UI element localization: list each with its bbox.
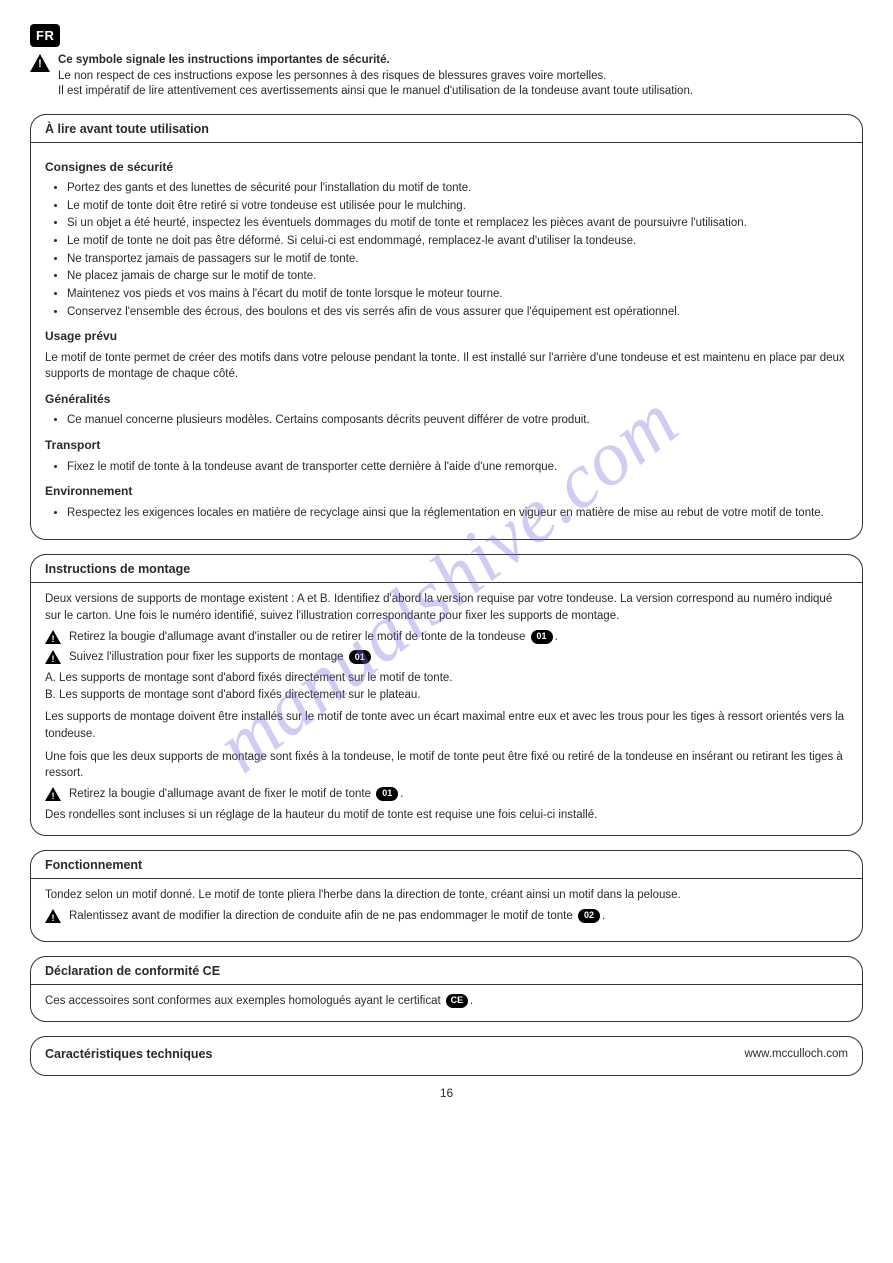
warn-post: .: [555, 631, 558, 643]
panel1-h5: Environnement: [45, 483, 848, 500]
panel1-bullets4: Fixez le motif de tonte à la tondeuse av…: [45, 459, 848, 476]
list-item: Ne placez jamais de charge sur le motif …: [67, 268, 848, 285]
list-item: Portez des gants et des lunettes de sécu…: [67, 180, 848, 197]
list-item: Ne transportez jamais de passagers sur l…: [67, 251, 848, 268]
warn-pre: Ralentissez avant de modifier la directi…: [69, 910, 576, 922]
warning-icon: [45, 909, 61, 923]
warning-icon: [30, 54, 50, 72]
ref-badge: 01: [531, 630, 553, 644]
intro-line2: Le non respect de ces instructions expos…: [58, 70, 606, 82]
list-item: Le motif de tonte doit être retiré si vo…: [67, 198, 848, 215]
panel2-p4: Des rondelles sont incluses si un réglag…: [45, 807, 848, 824]
page-container: manualshive.com FR Ce symbole signale le…: [0, 0, 893, 1120]
panel2-p2: Les supports de montage doivent être ins…: [45, 709, 848, 742]
panel1-title: À lire avant toute utilisation: [31, 115, 862, 143]
panel-tech-specs: Caractéristiques techniques www.mcculloc…: [30, 1036, 863, 1076]
panel1-body: Consignes de sécurité Portez des gants e…: [31, 143, 862, 540]
list-item: Le motif de tonte ne doit pas être défor…: [67, 233, 848, 250]
warn-pre: Suivez l'illustration pour fixer les sup…: [69, 651, 347, 663]
page-number: 16: [30, 1086, 863, 1100]
panel1-h3: Généralités: [45, 391, 848, 408]
panel2-warn2: Suivez l'illustration pour fixer les sup…: [45, 649, 848, 666]
list-item: Fixez le motif de tonte à la tondeuse av…: [67, 459, 848, 476]
panel3-body: Tondez selon un motif donné. Le motif de…: [31, 879, 862, 940]
panel-mounting-instructions: Instructions de montage Deux versions de…: [30, 554, 863, 836]
panel2-warn2-text: Suivez l'illustration pour fixer les sup…: [69, 649, 848, 666]
warning-icon: [45, 650, 61, 664]
ce-badge: CE: [446, 994, 468, 1008]
panel1-h1: Consignes de sécurité: [45, 159, 848, 176]
ref-badge: 01: [349, 650, 371, 664]
panel4-post: .: [470, 995, 473, 1007]
panel2-body: Deux versions de supports de montage exi…: [31, 583, 862, 835]
panel5-body: Caractéristiques techniques www.mcculloc…: [31, 1037, 862, 1075]
panel5-title: Caractéristiques techniques: [45, 1045, 212, 1063]
warn-post: .: [400, 788, 403, 800]
panel1-p2: Le motif de tonte permet de créer des mo…: [45, 350, 848, 383]
panel3-warn1-text: Ralentissez avant de modifier la directi…: [69, 908, 848, 925]
intro-warning-row: Ce symbole signale les instructions impo…: [30, 53, 863, 100]
panel2-warn1-text: Retirez la bougie d'allumage avant d'ins…: [69, 629, 848, 646]
panel4-body: Ces accessoires sont conformes aux exemp…: [31, 985, 862, 1022]
panel3-p1: Tondez selon un motif donné. Le motif de…: [45, 887, 848, 904]
intro-line3: Il est impératif de lire attentivement c…: [58, 85, 693, 97]
warning-icon: [45, 787, 61, 801]
panel1-bullets5: Respectez les exigences locales en matiè…: [45, 505, 848, 522]
panel2-A: A. Les supports de montage sont d'abord …: [45, 670, 848, 687]
panel2-warn3: Retirez la bougie d'allumage avant de fi…: [45, 786, 848, 803]
panel2-p3: Une fois que les deux supports de montag…: [45, 749, 848, 782]
panel5-link[interactable]: www.mcculloch.com: [744, 1046, 848, 1063]
list-item: Maintenez vos pieds et vos mains à l'éca…: [67, 286, 848, 303]
panel1-bullets1: Portez des gants et des lunettes de sécu…: [45, 180, 848, 320]
panel2-warn3-text: Retirez la bougie d'allumage avant de fi…: [69, 786, 848, 803]
panel-read-before-use: À lire avant toute utilisation Consignes…: [30, 114, 863, 541]
ref-badge: 01: [376, 787, 398, 801]
panel2-B: B. Les supports de montage sont d'abord …: [45, 687, 848, 704]
panel1-bullets3: Ce manuel concerne plusieurs modèles. Ce…: [45, 412, 848, 429]
warn-post: .: [602, 910, 605, 922]
panel3-title: Fonctionnement: [31, 851, 862, 879]
warn-pre: Retirez la bougie d'allumage avant de fi…: [69, 788, 374, 800]
panel2-title: Instructions de montage: [31, 555, 862, 583]
intro-line1: Ce symbole signale les instructions impo…: [58, 54, 390, 66]
list-item: Si un objet a été heurté, inspectez les …: [67, 215, 848, 232]
panel4-title: Déclaration de conformité CE: [31, 957, 862, 985]
warning-icon: [45, 630, 61, 644]
panel-ce-declaration: Déclaration de conformité CE Ces accesso…: [30, 956, 863, 1023]
panel4-pre: Ces accessoires sont conformes aux exemp…: [45, 995, 444, 1007]
list-item: Ce manuel concerne plusieurs modèles. Ce…: [67, 412, 848, 429]
panel2-p1: Deux versions de supports de montage exi…: [45, 591, 848, 624]
list-item: Respectez les exigences locales en matiè…: [67, 505, 848, 522]
panel-operation: Fonctionnement Tondez selon un motif don…: [30, 850, 863, 941]
panel3-warn1: Ralentissez avant de modifier la directi…: [45, 908, 848, 925]
list-item: Conservez l'ensemble des écrous, des bou…: [67, 304, 848, 321]
panel1-h4: Transport: [45, 437, 848, 454]
warn-pre: Retirez la bougie d'allumage avant d'ins…: [69, 631, 529, 643]
panel2-warn1: Retirez la bougie d'allumage avant d'ins…: [45, 629, 848, 646]
language-badge: FR: [30, 24, 60, 47]
ref-badge: 02: [578, 909, 600, 923]
panel1-h2: Usage prévu: [45, 328, 848, 345]
intro-text-block: Ce symbole signale les instructions impo…: [58, 53, 693, 100]
